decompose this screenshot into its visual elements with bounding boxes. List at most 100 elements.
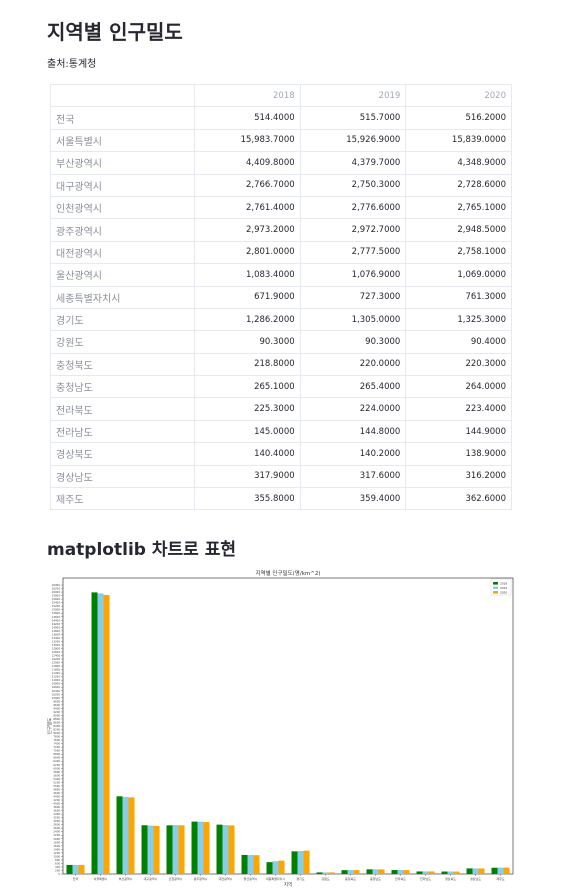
table-cell: 2,777.5000 — [299, 240, 407, 265]
bar-2020 — [428, 871, 435, 874]
legend-label-2018: 2018 — [500, 581, 507, 585]
table-cell: 671.9000 — [194, 285, 301, 309]
bar-2019 — [97, 593, 104, 874]
table-row: 인천광역시 2,761.4000 2,776.6000 2,765.1000 — [50, 195, 512, 220]
column-header-index[interactable] — [50, 83, 195, 108]
x-tick-label: 제주도 — [496, 876, 505, 881]
y-tick-label: 6600 — [53, 756, 60, 760]
table-cell: 2,750.3000 — [299, 173, 407, 197]
table-cell: 761.3000 — [405, 285, 512, 309]
bar-2018 — [91, 592, 98, 874]
table-cell: 144.8000 — [299, 419, 407, 444]
y-tick-label: 1600 — [53, 844, 60, 848]
y-tick-label: 15800 — [52, 594, 61, 598]
table-cell: 359.4000 — [299, 487, 407, 511]
y-tick-label: 9600 — [53, 703, 60, 707]
table-cell: 1,069.0000 — [405, 263, 512, 287]
y-tick-label: 1400 — [53, 847, 60, 851]
legend-label-2020: 2020 — [500, 590, 507, 594]
y-tick-label: 5400 — [53, 777, 60, 781]
y-tick-label: 16400 — [52, 583, 61, 587]
table-row: 강원도 90.3000 90.3000 90.4000 — [50, 330, 512, 354]
y-tick-label: 13600 — [52, 632, 61, 636]
table-row: 경기도 1,286.2000 1,305.0000 1,325.3000 — [50, 307, 512, 332]
table-header-row: 2018 2019 2020 — [50, 83, 512, 108]
row-label: 세종특별자치시 — [50, 285, 195, 309]
y-tick-label: 15000 — [52, 608, 61, 612]
y-tick-label: 400 — [55, 865, 60, 869]
y-tick-label: 6200 — [53, 763, 60, 767]
bar-chart: 지역별 인구밀도(명/km^2)지역인구밀도020040060080010001… — [47, 569, 514, 888]
y-tick-label: 14200 — [52, 622, 61, 626]
table-cell: 1,305.0000 — [299, 307, 407, 332]
y-tick-label: 2800 — [53, 823, 60, 827]
bar-2019 — [472, 868, 479, 874]
y-tick-label: 16200 — [52, 587, 61, 591]
table-cell: 362.6000 — [405, 487, 512, 511]
table-cell: 15,839.0000 — [405, 128, 512, 153]
y-tick-label: 8400 — [53, 724, 60, 728]
bar-2020 — [453, 871, 460, 874]
table-row: 부산광역시 4,409.8000 4,379.7000 4,348.9000 — [50, 151, 512, 175]
row-label: 서울특별시 — [50, 128, 195, 153]
section-title: matplotlib 차트로 표현 — [47, 540, 236, 560]
y-tick-label: 0 — [58, 872, 60, 876]
bar-2020 — [353, 870, 360, 874]
legend-label-2019: 2019 — [500, 586, 507, 590]
bar-2018 — [266, 862, 273, 874]
column-header-2018[interactable]: 2018 — [194, 83, 301, 108]
y-tick-label: 11800 — [52, 664, 61, 668]
bar-2019 — [272, 861, 279, 874]
table-cell: 90.3000 — [299, 330, 407, 354]
y-tick-label: 7800 — [53, 735, 60, 739]
table-row: 대구광역시 2,766.7000 2,750.3000 2,728.6000 — [50, 173, 512, 197]
table-cell: 90.3000 — [194, 330, 301, 354]
row-label: 광주광역시 — [50, 218, 195, 242]
bar-2018 — [241, 854, 248, 874]
table-row: 충청북도 218.8000 220.0000 220.3000 — [50, 352, 512, 377]
bar-2018 — [291, 851, 298, 874]
table-cell: 4,379.7000 — [299, 151, 407, 175]
y-tick-label: 4200 — [53, 798, 60, 802]
x-tick-label: 울산광역시 — [244, 876, 258, 881]
legend-swatch-2020 — [493, 591, 498, 594]
table-cell: 224.0000 — [299, 397, 407, 421]
table-row: 울산광역시 1,083.4000 1,076.9000 1,069.0000 — [50, 263, 512, 287]
x-tick-label: 전라남도 — [420, 876, 431, 881]
row-label: 경상남도 — [50, 464, 195, 489]
table-cell: 2,801.0000 — [194, 240, 301, 265]
y-tick-label: 5800 — [53, 770, 60, 774]
y-tick-label: 11400 — [52, 671, 61, 675]
row-label: 경상북도 — [50, 442, 195, 466]
table-cell: 4,409.8000 — [194, 151, 301, 175]
bar-2019 — [372, 869, 379, 874]
table-cell: 218.8000 — [194, 352, 301, 377]
y-tick-label: 4000 — [53, 802, 60, 806]
table-row: 대전광역시 2,801.0000 2,777.5000 2,758.1000 — [50, 240, 512, 265]
table-cell: 2,948.5000 — [405, 218, 512, 242]
table-cell: 1,076.9000 — [299, 263, 407, 287]
table-cell: 265.1000 — [194, 375, 301, 399]
table-cell: 140.4000 — [194, 442, 301, 466]
column-header-2020[interactable]: 2020 — [405, 83, 512, 108]
row-label: 울산광역시 — [50, 263, 195, 287]
y-tick-label: 600 — [55, 861, 60, 865]
page-title: 지역별 인구밀도 — [47, 20, 183, 44]
bar-2020 — [503, 867, 510, 874]
table-cell: 144.9000 — [405, 419, 512, 444]
x-tick-label: 경상북도 — [445, 876, 456, 881]
row-label: 전국 — [50, 106, 195, 130]
bar-2019 — [172, 825, 179, 874]
y-tick-label: 1200 — [53, 851, 60, 855]
column-header-2019[interactable]: 2019 — [299, 83, 407, 108]
bar-2020 — [253, 855, 260, 874]
y-tick-label: 9800 — [53, 699, 60, 703]
table-cell: 2,776.6000 — [299, 195, 407, 220]
bar-2018 — [316, 872, 323, 874]
y-tick-label: 15600 — [52, 597, 61, 601]
y-tick-label: 11200 — [52, 675, 61, 679]
y-tick-label: 11600 — [52, 668, 61, 672]
table-cell: 90.4000 — [405, 330, 512, 354]
y-tick-label: 4400 — [53, 794, 60, 798]
x-tick-label: 충청남도 — [370, 876, 381, 881]
